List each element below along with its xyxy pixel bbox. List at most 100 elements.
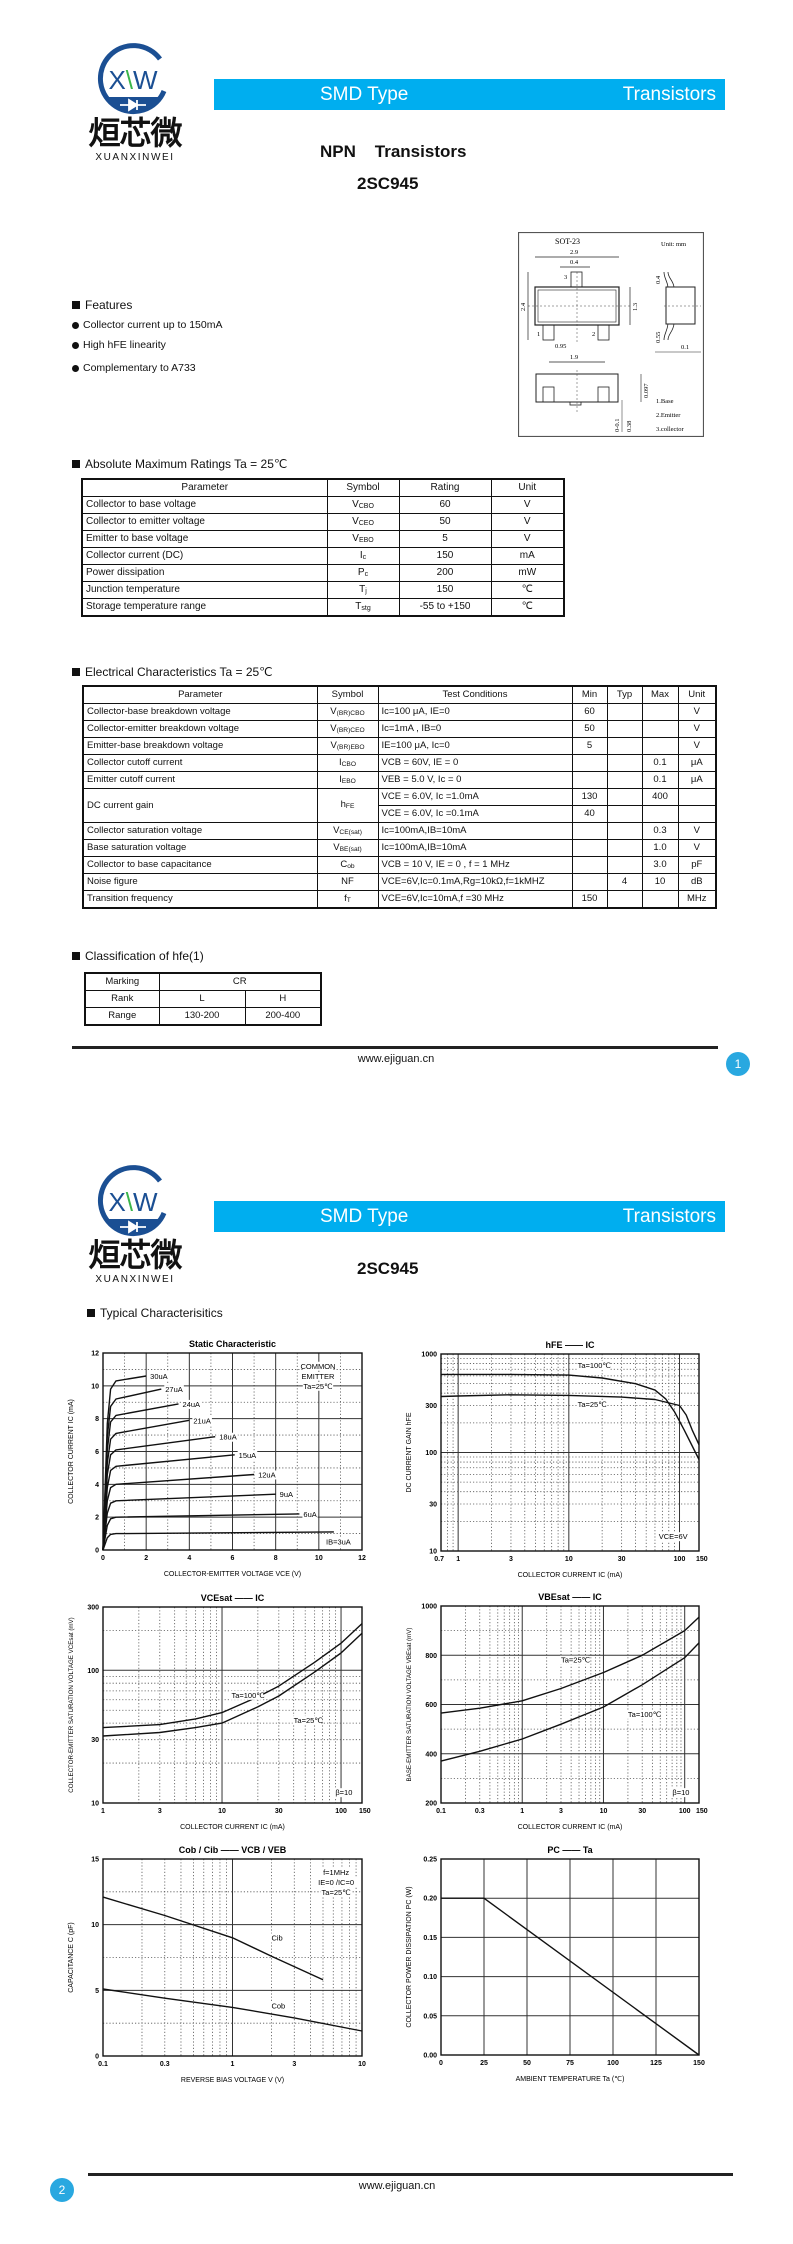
column-header: Symbol: [316, 685, 379, 704]
series-label: 18uA: [219, 1433, 237, 1442]
unit-cell: V: [490, 530, 565, 548]
footer-url[interactable]: www.ejiguan.cn: [357, 1053, 435, 1065]
y-axis-label: BASE-EMITTER SATURATION VOLTAGE VBEsat (…: [406, 1628, 413, 1782]
typ-cell: [606, 856, 643, 874]
min-cell: 5: [571, 737, 608, 755]
max-cell: 400: [641, 788, 679, 806]
max-cell: [641, 805, 679, 823]
note-bg: [658, 1532, 689, 1542]
symbol-sub: FE: [345, 803, 355, 810]
unit-cell: μA: [677, 771, 717, 789]
y-axis-label: COLLECTOR CURRENT IC (mA): [68, 1399, 75, 1504]
table-cell: 200-400: [244, 1007, 322, 1026]
series-label: 12uA: [258, 1470, 276, 1479]
typ-cell: [606, 754, 643, 772]
logo-emblem-icon: X\W: [97, 1165, 167, 1237]
square-bullet-icon: [72, 301, 80, 309]
brand-logo: X\W 烜芯微 XUANXINWEI: [82, 43, 188, 165]
y-tick-label: 0: [95, 2054, 99, 2061]
dim-label: 0.4: [570, 259, 579, 266]
y-tick-label: 5: [95, 1988, 99, 1995]
x-tick-label: 30: [638, 1808, 646, 1815]
series-line-1: [102, 1632, 363, 1737]
symbol-main: I: [338, 756, 342, 768]
plot-frame: [102, 1858, 363, 2057]
y-tick-label: 1000: [421, 1604, 437, 1611]
typical-heading-text: Typical Characterisitics: [100, 1306, 223, 1320]
series-line-4: [102, 1454, 235, 1551]
y-tick-label: 6: [95, 1449, 99, 1456]
symbol-sub: T: [346, 896, 351, 904]
series-line-0: [441, 1897, 700, 2056]
condition-cell: IE=100 μA, Ic=0: [377, 737, 573, 755]
table-row: Collector saturation voltage VCE(sat) Ic=…: [82, 822, 717, 840]
unit-cell: pF: [677, 856, 717, 874]
table-cell: CR: [158, 972, 322, 991]
series-label: Ta=25℃: [578, 1400, 608, 1409]
x-tick-label: 30: [275, 1808, 283, 1815]
max-cell: 0.1: [641, 754, 679, 772]
series-label-bg: [149, 1371, 169, 1381]
symbol-sub: CE(sat): [339, 828, 362, 836]
note-bg: [670, 1788, 692, 1798]
chart-svg: 0 25 50 75 100 125 150 0.00 0.05 0.10 0.15 0.20 0.25…: [406, 1845, 705, 2083]
series-label-bg: [230, 1690, 264, 1700]
table-cell: Range: [84, 1007, 160, 1026]
symbol-main: V: [352, 532, 359, 544]
column-header: Symbol: [326, 478, 400, 497]
feature-item: Collector current up to 150mA: [72, 319, 222, 332]
symbol-cell: V(BR)CEO: [316, 720, 379, 738]
typ-cell: 4: [606, 873, 643, 891]
symbol-main: V: [330, 705, 337, 717]
bullet-icon: [72, 365, 79, 372]
series-label-bg: [576, 1399, 605, 1409]
symbol-cell: Cob: [316, 856, 379, 874]
y-tick-label: 300: [87, 1605, 99, 1612]
series-label: 21uA: [193, 1416, 211, 1425]
y-tick-label: 800: [425, 1653, 437, 1660]
series-label: 27uA: [165, 1385, 183, 1394]
symbol-main: C: [340, 858, 348, 870]
y-axis-label: COLLECTOR POWER DISSIPATION PC (W): [406, 1886, 413, 2027]
min-cell: [571, 822, 608, 840]
column-header: Parameter: [82, 685, 318, 704]
classification-table: Marking CR Rank L H Range 130-200 200-400: [84, 972, 323, 1026]
y-tick-label: 0.05: [423, 2013, 437, 2020]
symbol-cell: Pc: [326, 564, 400, 582]
x-axis-label: COLLECTOR CURRENT IC (mA): [518, 1572, 623, 1579]
y-tick-label: 200: [425, 1801, 437, 1808]
chart-3: 1 3 10 30 100 150 10 30 100 300 VCEsat —— IC COLLEC…: [41, 1577, 392, 1848]
bullet-icon: [72, 322, 79, 329]
unit-cell: V: [677, 720, 717, 738]
symbol-main: h: [340, 799, 346, 810]
series-label-bg: [218, 1432, 238, 1442]
pin-number: 3: [564, 274, 567, 281]
dim-label: 0.95: [555, 343, 566, 350]
series-line-3: [102, 1473, 255, 1551]
y-tick-label: 30: [91, 1737, 99, 1744]
y-tick-label: 0: [95, 1548, 99, 1555]
x-tick-label: 1: [456, 1556, 460, 1563]
symbol-sub: CBO: [358, 502, 374, 510]
footer-url[interactable]: www.ejiguan.cn: [358, 2180, 436, 2192]
chart-6: 0 25 50 75 100 125 150 0.00 0.05 0.10 0.15 0.20 0.25…: [379, 1829, 729, 2100]
table-header-row: Parameter Symbol Test Conditions Min Typ Max U…: [82, 685, 717, 704]
x-tick-label: 10: [358, 2061, 366, 2068]
plot-frame: [440, 1605, 700, 1804]
typ-cell: [606, 822, 643, 840]
footer-divider: [88, 2173, 733, 2176]
symbol-main: V: [333, 841, 340, 853]
x-tick-label: 10: [315, 1555, 323, 1562]
table-cell: Marking: [84, 972, 160, 991]
max-cell: 0.3: [641, 822, 679, 840]
x-tick-label: 30: [618, 1556, 626, 1563]
x-tick-label: 1: [231, 2061, 235, 2068]
note-bg: [302, 1381, 334, 1391]
table-row: Collector to base capacitance Cob VCB = 1…: [82, 856, 717, 874]
plot-frame: [440, 1353, 700, 1552]
note-bg: [302, 1361, 334, 1371]
typ-cell: [606, 839, 643, 857]
symbol-sub: stg: [361, 604, 371, 612]
series-label-bg: [576, 1361, 610, 1371]
chart-note: Ta=25℃: [303, 1382, 333, 1391]
